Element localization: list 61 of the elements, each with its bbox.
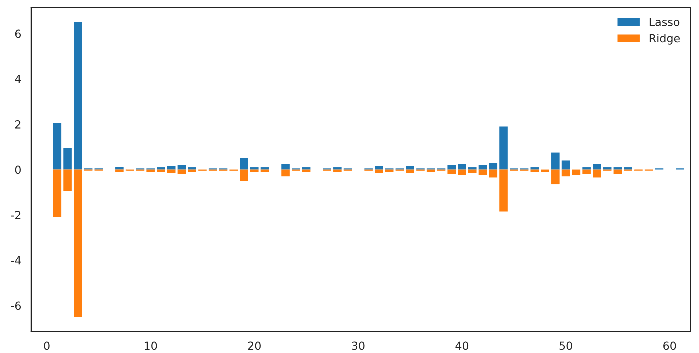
bar [240,170,248,182]
x-tick-label: 60 [664,342,676,350]
bar [582,170,591,174]
bar [178,170,186,174]
bar [593,170,602,178]
x-tick-label: 20 [248,342,261,350]
bar [74,170,82,318]
bar [53,123,62,170]
bar [614,170,622,174]
x-tick-label: 0 [44,342,50,350]
bar [468,170,477,174]
bar [250,170,259,172]
bar [188,170,197,172]
bar [406,166,414,170]
y-tick-label: 0 [15,166,21,174]
bar [178,165,186,170]
bar [375,170,384,174]
bar [157,170,166,172]
bar [448,170,456,174]
bar [375,166,384,170]
bar [458,170,466,176]
bar [74,22,82,170]
bar [53,170,62,218]
bar [500,126,508,170]
bar [240,158,248,170]
bar [167,166,176,170]
bar [146,170,155,172]
bar [489,170,498,178]
bar [562,170,570,177]
bar [116,170,124,172]
bar [334,170,342,172]
y-tick-label: -4 [11,256,22,265]
bar [572,170,581,176]
bar [458,164,466,170]
bar [448,165,456,170]
legend-label: Lasso [650,18,680,26]
bar [552,170,560,185]
bar [282,170,290,177]
bar [282,164,290,170]
bar [552,152,560,170]
bar [489,162,498,170]
y-tick-label: 6 [15,30,22,38]
bar [478,165,488,170]
bar [593,164,602,170]
bar [500,170,508,212]
legend-label: Ridge [650,34,680,45]
bar [478,170,488,176]
x-tick-label: 50 [560,342,572,350]
x-tick-label: 40 [456,342,469,350]
x-tick-label: 30 [352,342,365,350]
y-tick-label: -2 [11,211,21,220]
bar [541,170,550,172]
x-tick-label: 10 [144,342,158,350]
bar [64,170,72,192]
y-tick-label: -6 [11,302,22,310]
bar [406,170,414,174]
bar [426,170,436,172]
bar [562,160,570,170]
bar [64,148,72,170]
y-tick-label: 4 [15,75,22,84]
y-tick-label: 2 [15,120,21,129]
